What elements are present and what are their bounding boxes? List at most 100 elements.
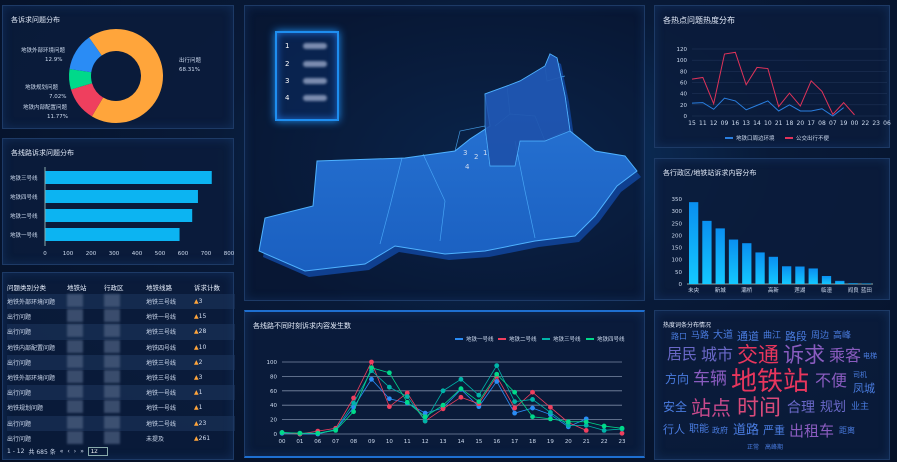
data-point xyxy=(476,392,482,398)
table-row[interactable]: 出行问题 地铁二号线 ▲23 xyxy=(7,415,235,431)
col-header-category[interactable]: 问题类别分类 xyxy=(7,283,46,292)
x-tick: 22 xyxy=(862,120,870,127)
table-row[interactable]: 出行问题 地铁三号线 ▲28 xyxy=(7,324,235,340)
cloud-word[interactable]: 正常 xyxy=(747,444,760,451)
col-header-count[interactable]: 诉求计数 xyxy=(194,283,220,292)
cell-district-redacted xyxy=(104,339,146,355)
cloud-word[interactable]: 诉求 xyxy=(783,343,825,367)
cloud-word[interactable]: 路口 xyxy=(671,332,687,341)
cloud-word[interactable]: 方向 xyxy=(665,372,690,386)
cloud-word[interactable]: 不便 xyxy=(815,371,848,390)
next-page-button[interactable]: › xyxy=(73,448,77,455)
bar-label: 地铁一号线 xyxy=(10,231,38,239)
cell-line: 地铁三号线 xyxy=(146,294,194,310)
cloud-word[interactable]: 通道 xyxy=(737,330,759,343)
y-tick: 40 xyxy=(270,403,277,409)
table-row[interactable]: 出行问题 未提及 ▲261 xyxy=(7,430,235,446)
legend-hotspot2[interactable]: 公交出行不便 xyxy=(785,134,829,142)
panel-title: 各线路诉求问题分布 xyxy=(11,149,74,157)
data-point xyxy=(440,402,446,408)
district-map[interactable]: 3 2 1 4 xyxy=(245,6,646,302)
table-row[interactable]: 地铁外部环境问题 地铁三号线 ▲3 xyxy=(7,294,235,310)
cloud-word[interactable]: 站点 xyxy=(691,396,731,420)
cloud-word[interactable]: 道路 xyxy=(733,423,760,438)
map-label-4[interactable]: 4 xyxy=(465,163,470,171)
legend-item[interactable]: 2 xyxy=(285,60,328,68)
table-row[interactable]: 地铁内部配置问题 地铁四号线 ▲10 xyxy=(7,339,235,355)
cloud-word[interactable]: 业主 xyxy=(851,402,870,412)
cloud-word[interactable]: 合理 xyxy=(787,400,815,416)
cloud-word[interactable]: 曲江 xyxy=(763,331,782,341)
cloud-word[interactable]: 地铁站 xyxy=(731,367,810,397)
cloud-word[interactable]: 规划 xyxy=(820,400,847,415)
cell-line: 未提及 xyxy=(146,435,165,443)
prev-page-button[interactable]: ‹ xyxy=(67,448,70,455)
cloud-word[interactable]: 政府 xyxy=(712,426,728,435)
x-tick: 19 xyxy=(840,120,848,127)
cloud-word[interactable]: 距离 xyxy=(839,426,855,435)
x-tick: 13 xyxy=(440,439,447,445)
cloud-word[interactable]: 严重 xyxy=(763,424,785,437)
legend-line3[interactable]: 地铁三号线 xyxy=(542,335,581,343)
cloud-word[interactable]: 电梯 xyxy=(863,352,877,360)
legend-number: 4 xyxy=(285,94,290,102)
cloud-word[interactable]: 安全 xyxy=(663,400,688,414)
cloud-word[interactable]: 车辆 xyxy=(693,369,727,389)
legend-line4[interactable]: 地铁四号线 xyxy=(586,335,625,343)
data-point xyxy=(386,404,392,410)
bar xyxy=(45,171,212,184)
table-row[interactable]: 出行问题 地铁一号线 ▲15 xyxy=(7,309,235,324)
legend-line1[interactable]: 地铁一号线 xyxy=(455,335,494,343)
x-tick: 0 xyxy=(43,251,47,257)
last-page-button[interactable]: » xyxy=(80,448,84,455)
cell-station-redacted xyxy=(67,324,104,340)
x-tick: 10 xyxy=(386,439,393,445)
cloud-word[interactable]: 凤城 xyxy=(853,382,875,395)
cell-district-redacted xyxy=(104,385,146,401)
cloud-word[interactable]: 高峰 xyxy=(833,331,852,341)
cloud-word[interactable]: 城市 xyxy=(701,345,734,364)
bar xyxy=(45,209,193,222)
cloud-word[interactable]: 路段 xyxy=(785,330,807,343)
x-tick: 700 xyxy=(201,251,212,257)
cloud-word[interactable]: 出租车 xyxy=(789,422,835,440)
cloud-word[interactable]: 马路 xyxy=(691,331,710,341)
cloud-word[interactable]: 职能 xyxy=(689,424,709,435)
cloud-word[interactable]: 周边 xyxy=(811,331,830,341)
col-header-line[interactable]: 地铁线路 xyxy=(146,283,172,292)
map-label-2[interactable]: 2 xyxy=(474,153,478,161)
map-label-3[interactable]: 3 xyxy=(463,149,467,157)
cloud-word[interactable]: 交通 xyxy=(737,343,779,367)
table-row[interactable]: 地铁规划问题 地铁一号线 ▲1 xyxy=(7,400,235,415)
cloud-word[interactable]: 居民 xyxy=(667,345,698,363)
legend-item[interactable]: 3 xyxy=(285,77,328,85)
data-point xyxy=(386,370,392,376)
x-tick: 09 xyxy=(721,120,729,127)
table-row[interactable]: 出行问题 地铁三号线 ▲2 xyxy=(7,354,235,370)
map-label-1[interactable]: 1 xyxy=(483,149,487,157)
cloud-word[interactable]: 乘客 xyxy=(829,346,862,365)
cloud-word[interactable]: 大道 xyxy=(713,330,733,341)
bar xyxy=(742,243,752,284)
first-page-button[interactable]: « xyxy=(59,448,64,455)
fire-icon: ▲ xyxy=(194,313,199,321)
legend-item[interactable]: 1 xyxy=(285,42,328,50)
legend-hotspot1[interactable]: 地铁口周边环境 xyxy=(725,134,775,142)
table-row[interactable]: 地铁外部环境问题 地铁三号线 ▲3 xyxy=(7,370,235,385)
count-value: 261 xyxy=(198,434,211,442)
page-input[interactable] xyxy=(87,447,108,456)
bar-label: 地铁三号线 xyxy=(10,174,38,182)
x-tick: 18 xyxy=(786,120,794,127)
legend-item[interactable]: 4 xyxy=(285,94,328,102)
bar xyxy=(45,228,180,241)
cell-count: ▲15 xyxy=(194,309,235,324)
cell-count: ▲10 xyxy=(194,340,235,355)
cloud-word[interactable]: 行人 xyxy=(663,423,685,436)
cloud-word[interactable]: 高峰期 xyxy=(765,444,784,451)
col-header-station[interactable]: 地铁站 xyxy=(67,283,87,292)
legend-line2[interactable]: 地铁二号线 xyxy=(498,335,537,343)
cloud-word[interactable]: 时间 xyxy=(737,396,782,421)
col-header-district[interactable]: 行政区 xyxy=(104,283,124,292)
table-row[interactable]: 出行问题 地铁一号线 ▲1 xyxy=(7,385,235,401)
cloud-word[interactable]: 司机 xyxy=(853,371,867,379)
